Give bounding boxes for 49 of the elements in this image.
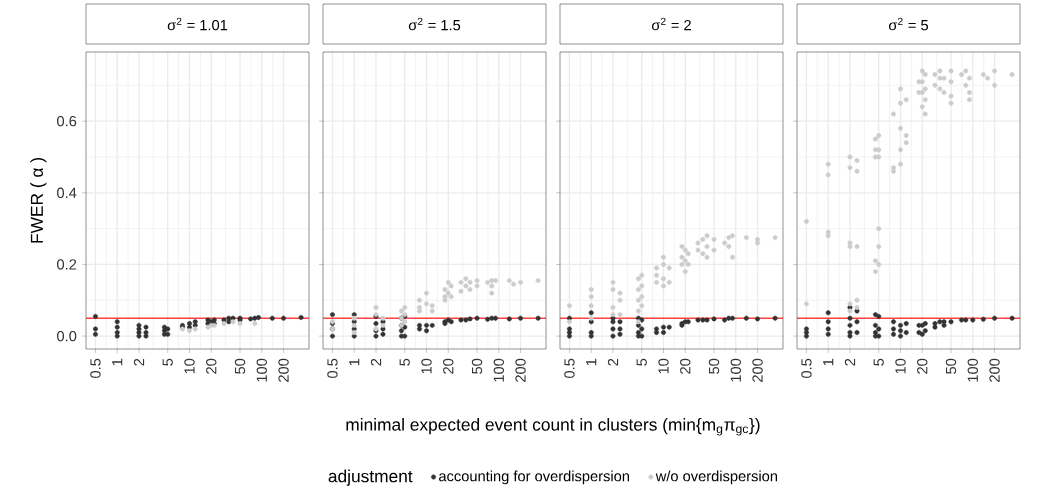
x-tick-label: 1 (349, 358, 360, 366)
x-axis-title: minimal expected event count in clusters (min{m$_{g}$π$_{gc}$}) (346, 418, 760, 436)
x-tick-label: 5 (636, 358, 647, 366)
x-tick-label: 1 (112, 358, 123, 366)
legend-label: w/o overdispersion (655, 470, 778, 485)
x-tick-label: 5 (162, 358, 173, 366)
chart-title: σ$^{2}$ = 2 (651, 17, 691, 31)
x-tick-label: 5 (399, 358, 410, 366)
x-tick-label: 20 (443, 358, 454, 374)
y-tick-label: 0.2 (57, 259, 77, 270)
chart-title: σ$^{2}$ = 5 (888, 17, 929, 31)
x-tick-label: 2 (607, 358, 619, 366)
x-tick-label: 0.5 (327, 358, 338, 378)
x-tick-label: 20 (680, 358, 691, 374)
x-tick-label: 0.5 (564, 358, 575, 378)
x-tick-label: 200 (989, 358, 1000, 382)
x-tick-label: 2 (844, 358, 856, 366)
x-tick-label: 1 (823, 358, 834, 366)
x-tick-label: 50 (234, 358, 246, 374)
x-tick-label: 10 (658, 358, 669, 374)
legend-label: accounting for overdispersion (439, 470, 629, 485)
y-axis-title: FWER ( α ) (30, 158, 47, 243)
x-tick-label: 2 (133, 358, 145, 366)
x-tick-label: 10 (184, 358, 195, 374)
x-tick-label: 100 (256, 358, 267, 382)
legend-title: adjustment (328, 469, 413, 486)
x-tick-label: 100 (730, 358, 741, 382)
x-tick-label: 5 (873, 358, 884, 366)
x-tick-label: 2 (370, 358, 382, 366)
chart-title: σ$^{2}$ = 1.01 (167, 17, 228, 31)
x-tick-label: 0.5 (801, 358, 812, 378)
x-tick-label: 200 (278, 358, 289, 382)
x-tick-label: 50 (471, 358, 483, 374)
x-tick-label: 200 (515, 358, 526, 382)
x-tick-label: 50 (708, 358, 720, 374)
x-tick-label: 20 (206, 358, 217, 374)
y-tick-label: 0.0 (57, 330, 77, 342)
x-tick-label: 200 (752, 358, 763, 382)
chart-title: σ$^{2}$ = 1.5 (408, 17, 461, 31)
x-tick-label: 1 (586, 358, 597, 366)
x-tick-label: 20 (917, 358, 928, 374)
x-tick-label: 50 (945, 358, 957, 374)
y-tick-label: 0.6 (57, 115, 77, 127)
x-tick-label: 10 (895, 358, 906, 374)
x-tick-label: 100 (967, 358, 978, 382)
x-tick-label: 0.5 (90, 358, 101, 378)
x-tick-label: 100 (493, 358, 504, 382)
y-tick-label: 0.4 (57, 187, 77, 198)
x-tick-label: 10 (421, 358, 432, 374)
